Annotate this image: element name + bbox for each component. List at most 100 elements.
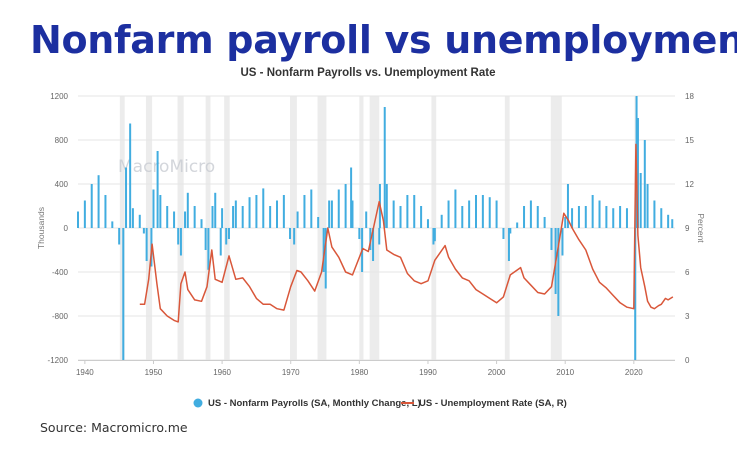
chart: US - Nonfarm Payrolls vs. Unemployment R… — [0, 60, 737, 415]
payroll-bar — [344, 184, 347, 228]
payroll-bar — [454, 189, 457, 228]
payroll-bar — [399, 206, 402, 228]
payroll-bar — [475, 195, 477, 228]
payroll-bar — [372, 228, 375, 261]
chart-svg: US - Nonfarm Payrolls vs. Unemployment R… — [36, 67, 706, 409]
payroll-bar — [193, 206, 196, 228]
legend-payrolls-marker — [193, 398, 203, 408]
right-tick-label: 9 — [685, 224, 690, 233]
payroll-bar — [413, 195, 416, 228]
payroll-bar — [529, 200, 532, 228]
payroll-bar — [269, 206, 272, 228]
payroll-bar — [634, 228, 637, 360]
payroll-bar — [383, 107, 386, 228]
payroll-bar — [507, 228, 510, 261]
payroll-bar — [219, 228, 222, 256]
payroll-bar — [561, 228, 564, 256]
payroll-bar — [509, 228, 512, 234]
legend-unemployment-label: US - Unemployment Rate (SA, R) — [419, 398, 567, 409]
left-tick-label: -800 — [52, 312, 69, 321]
payroll-bars — [77, 96, 674, 360]
payroll-bar — [420, 206, 423, 228]
payroll-bar — [227, 228, 230, 239]
payroll-bar — [577, 206, 580, 228]
payroll-bar — [468, 200, 471, 228]
unemployment-line — [139, 143, 674, 323]
payroll-bar — [142, 228, 145, 234]
payroll-bar — [317, 217, 320, 228]
payroll-bar — [671, 219, 674, 228]
payroll-bar — [350, 167, 353, 228]
payroll-bar — [432, 228, 435, 245]
payroll-bar — [177, 228, 180, 245]
right-tick-label: 3 — [685, 312, 690, 321]
left-tick-label: -1200 — [48, 356, 69, 365]
payroll-bar — [83, 200, 86, 228]
payroll-bar — [232, 206, 235, 228]
right-tick-label: 0 — [685, 356, 690, 365]
payroll-bar — [584, 206, 587, 228]
payroll-bar — [495, 200, 498, 228]
payroll-bar — [179, 228, 182, 256]
legend-item-unemployment[interactable]: US - Unemployment Rate (SA, R) — [401, 398, 567, 409]
payroll-bar — [667, 214, 670, 228]
x-tick-label: 1950 — [145, 368, 163, 377]
right-tick-label: 15 — [685, 136, 694, 145]
x-tick-label: 1990 — [419, 368, 437, 377]
x-tick-label: 2020 — [625, 368, 643, 377]
payroll-bar — [276, 200, 278, 228]
payroll-bar — [296, 211, 299, 228]
left-tick-label: -400 — [52, 268, 69, 277]
source-note: Source: Macromicro.me — [40, 420, 188, 435]
payroll-bar — [207, 228, 210, 270]
payroll-bar — [211, 206, 214, 228]
payroll-bar — [255, 195, 258, 228]
right-axis-ticks: 18 15 12 9 6 3 0 — [685, 92, 694, 365]
payroll-bar — [152, 189, 155, 228]
payroll-bar — [138, 214, 141, 228]
payroll-bar — [653, 200, 656, 228]
payroll-bar — [502, 228, 505, 239]
payroll-bar — [166, 206, 169, 228]
legend: US - Nonfarm Payrolls (SA, Monthly Chang… — [193, 398, 567, 409]
payroll-bar — [324, 228, 327, 289]
payroll-bar — [447, 200, 450, 228]
left-tick-label: 800 — [55, 136, 69, 145]
payroll-bar — [97, 175, 100, 228]
left-tick-label: 1200 — [50, 92, 68, 101]
payroll-bar — [646, 184, 649, 228]
payroll-bar — [488, 197, 491, 228]
payroll-bar — [481, 195, 484, 228]
payroll-bar — [591, 195, 594, 228]
payroll-bar — [330, 200, 333, 228]
payroll-bar — [550, 228, 553, 250]
payroll-bar — [612, 208, 615, 228]
payroll-bar — [145, 228, 148, 261]
payroll-bar — [156, 151, 159, 228]
payroll-bar — [214, 192, 217, 228]
legend-payrolls-label: US - Nonfarm Payrolls (SA, Monthly Chang… — [208, 398, 421, 409]
legend-item-payrolls[interactable]: US - Nonfarm Payrolls (SA, Monthly Chang… — [193, 398, 421, 409]
payroll-bar — [310, 189, 313, 228]
payroll-bar — [636, 118, 639, 228]
payroll-bar — [159, 195, 162, 228]
left-axis-title: Thousands — [36, 207, 46, 249]
payroll-bar — [660, 208, 663, 228]
payroll-bar — [406, 195, 409, 228]
payroll-bar — [440, 214, 443, 228]
payroll-bar — [262, 188, 265, 228]
payroll-bar — [625, 208, 628, 228]
payroll-bar — [186, 192, 189, 228]
left-axis-ticks: 1200 800 400 0 -400 -800 -1200 — [48, 92, 69, 365]
payroll-bar — [234, 200, 237, 228]
payroll-bar — [248, 197, 251, 228]
left-tick-label: 0 — [64, 224, 69, 233]
payroll-bar — [90, 184, 93, 228]
payroll-bar — [605, 206, 608, 228]
payroll-bar — [204, 228, 207, 250]
payroll-bar — [557, 228, 560, 316]
payroll-bar — [293, 228, 296, 245]
x-tick-label: 1960 — [213, 368, 231, 377]
unemployment-line-group — [139, 143, 674, 323]
payroll-bar — [241, 206, 244, 228]
